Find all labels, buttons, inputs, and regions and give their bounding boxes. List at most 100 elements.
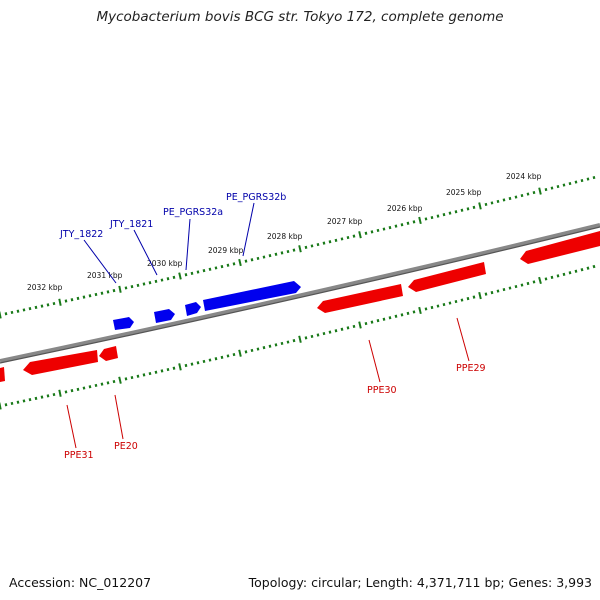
inner-ruler-minor-tick	[94, 383, 98, 388]
outer-ruler-minor-tick	[106, 290, 110, 294]
gene-jty-1821[interactable]	[154, 309, 175, 323]
inner-ruler-minor-tick	[352, 324, 356, 329]
inner-ruler-minor-tick	[166, 367, 170, 372]
gene-jty-1822[interactable]	[113, 317, 134, 330]
kbp-labels: 2032 kbp 2031 kbp 2030 kbp 2029 kbp 2028…	[27, 172, 542, 292]
outer-ruler-major-tick	[478, 202, 482, 210]
accession-text: Accession: NC_012207	[9, 575, 152, 590]
inner-ruler-minor-tick	[334, 329, 338, 333]
inner-ruler-minor-tick	[304, 336, 308, 340]
gene-pe-pgrs32a[interactable]	[185, 302, 201, 316]
inner-ruler-minor-tick	[142, 373, 146, 377]
inner-ruler-minor-tick	[310, 334, 314, 339]
outer-ruler-minor-tick	[316, 242, 320, 247]
outer-ruler-minor-tick	[76, 296, 80, 301]
outer-ruler-minor-tick	[202, 269, 206, 273]
inner-ruler-minor-tick	[406, 311, 410, 315]
inner-ruler-minor-tick	[556, 274, 560, 278]
inner-ruler-minor-tick	[214, 357, 218, 361]
inner-ruler-minor-tick	[280, 341, 284, 346]
inner-ruler-minor-tick	[388, 316, 392, 320]
outer-ruler-minor-tick	[424, 217, 428, 221]
gene-ppe31[interactable]	[23, 350, 98, 375]
outer-ruler-minor-tick	[328, 240, 332, 244]
outer-ruler-minor-tick	[430, 215, 434, 220]
outer-ruler-minor-tick	[226, 263, 230, 267]
outer-ruler-minor-tick	[412, 220, 416, 224]
leader-pe-pgrs32b	[242, 202, 255, 257]
gene-ppe30[interactable]	[317, 284, 403, 313]
outer-ruler-minor-tick	[46, 303, 50, 307]
outer-ruler-minor-tick	[304, 245, 308, 249]
inner-ruler-minor-tick	[250, 348, 254, 353]
inner-ruler-major-tick	[0, 402, 2, 410]
inner-ruler-major-tick	[178, 363, 182, 371]
inner-ruler-minor-tick	[208, 358, 212, 362]
outer-ruler-minor-tick	[34, 305, 38, 310]
inner-ruler-minor-tick	[112, 379, 116, 384]
inner-ruler-minor-tick	[520, 283, 524, 287]
inner-ruler-minor-tick	[436, 304, 440, 308]
leader-pe20	[114, 394, 124, 440]
leader-jty-1822	[83, 239, 117, 284]
inner-ruler-minor-tick	[460, 298, 464, 302]
label-ppe29: PPE29	[456, 363, 486, 374]
inner-ruler-minor-tick	[148, 371, 152, 376]
outer-ruler-minor-tick	[556, 184, 560, 189]
topology-text: Topology: circular; Length: 4,371,711 bp…	[248, 575, 592, 590]
inner-ruler-minor-tick	[190, 362, 194, 366]
inner-ruler-minor-tick	[568, 271, 572, 275]
inner-ruler-minor-tick	[244, 350, 248, 354]
inner-ruler-minor-tick	[508, 286, 512, 290]
outer-ruler-minor-tick	[172, 275, 176, 279]
inner-ruler-minor-tick	[526, 281, 530, 286]
outer-ruler-minor-tick	[130, 285, 134, 289]
inner-ruler-minor-tick	[184, 363, 188, 368]
outer-ruler-minor-tick	[568, 181, 572, 186]
outer-ruler-minor-tick	[100, 291, 104, 295]
inner-ruler-minor-tick	[382, 317, 386, 321]
inner-ruler-minor-tick	[562, 272, 566, 276]
gene-right-edge[interactable]	[520, 231, 600, 264]
inner-ruler-minor-tick	[586, 266, 590, 270]
inner-ruler-minor-tick	[28, 398, 32, 402]
leader-ppe30	[368, 339, 381, 383]
inner-ruler-minor-tick	[448, 301, 452, 305]
outer-ruler-minor-tick	[460, 208, 464, 212]
outer-ruler-minor-tick	[190, 271, 194, 275]
outer-ruler-minor-tick	[484, 202, 488, 207]
outer-ruler	[0, 175, 596, 319]
inner-ruler-minor-tick	[70, 389, 74, 393]
outer-ruler-minor-tick	[184, 273, 188, 277]
leader-pe-pgrs32a	[185, 218, 191, 271]
outer-ruler-minor-tick	[64, 299, 68, 303]
outer-ruler-minor-tick	[28, 307, 32, 311]
inner-ruler-major-tick	[238, 349, 242, 357]
outer-ruler-minor-tick	[406, 221, 410, 225]
outer-ruler-minor-tick	[154, 279, 158, 283]
outer-ruler-major-tick	[0, 311, 2, 319]
outer-ruler-minor-tick	[214, 266, 218, 270]
reverse-gene-labels: PPE31 PE20 PPE30 PPE29	[64, 317, 486, 461]
outer-ruler-minor-tick	[250, 258, 254, 262]
outer-ruler-minor-tick	[400, 223, 404, 227]
outer-ruler-minor-tick	[136, 283, 140, 287]
outer-ruler-minor-tick	[502, 198, 506, 202]
outer-ruler-minor-tick	[514, 195, 518, 199]
gene-left-edge[interactable]	[0, 367, 5, 382]
outer-ruler-minor-tick	[280, 251, 284, 255]
inner-ruler-minor-tick	[412, 310, 416, 314]
kbp-label-2030: 2030 kbp	[147, 259, 183, 268]
outer-ruler-minor-tick	[562, 183, 566, 187]
inner-ruler-minor-tick	[514, 284, 518, 289]
outer-ruler-minor-tick	[520, 193, 524, 198]
gene-ppe29[interactable]	[408, 262, 486, 292]
inner-ruler-major-tick	[478, 291, 482, 300]
inner-ruler-minor-tick	[52, 392, 56, 397]
kbp-label-2029: 2029 kbp	[208, 246, 244, 255]
inner-ruler-major-tick	[358, 321, 362, 329]
outer-ruler-minor-tick	[574, 180, 578, 184]
outer-ruler-minor-tick	[544, 187, 548, 192]
gene-pe20[interactable]	[99, 346, 118, 361]
gene-pe-pgrs32b[interactable]	[203, 281, 301, 311]
